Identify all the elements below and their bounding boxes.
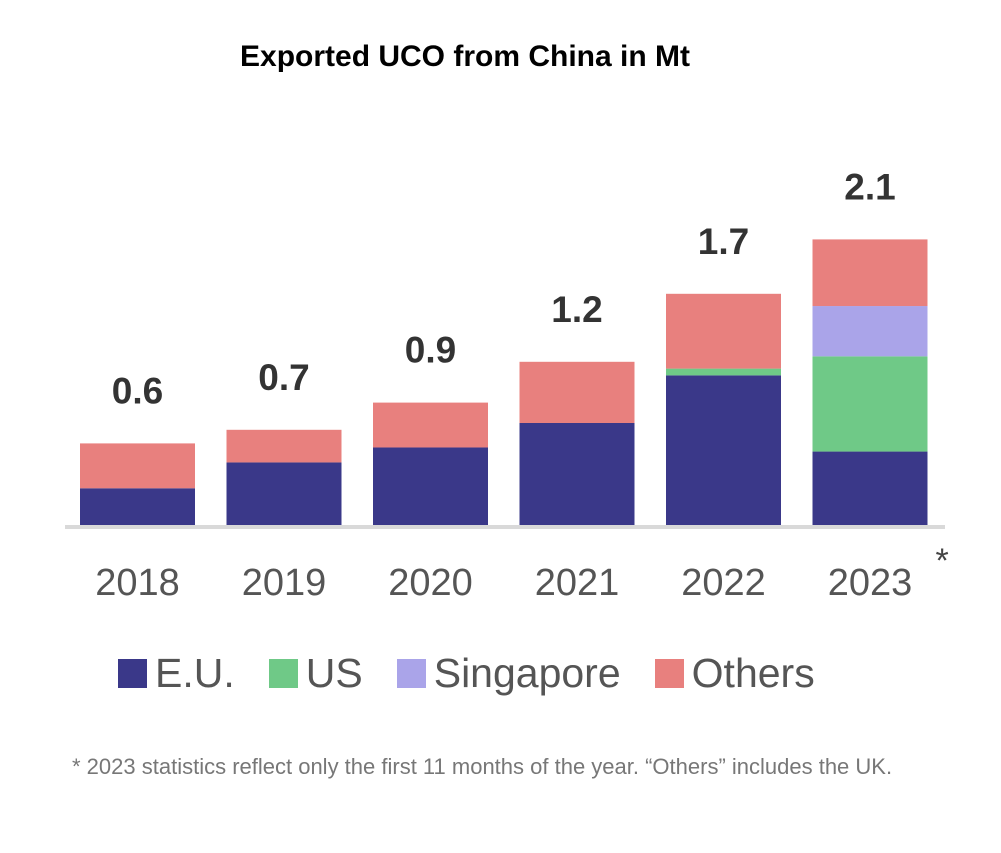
bar-segment-others-2018 xyxy=(80,443,195,489)
bar-segment-others-2020 xyxy=(373,402,488,448)
bar-segment-us-2023 xyxy=(812,356,928,452)
labels-layer: 0.6 2018 0.7 2019 0.9 2020 1.2 2021 1.7 2022 2.1 20… xyxy=(95,166,949,604)
legend: E.U. US Singapore Others xyxy=(118,650,849,697)
legend-item-others: Others xyxy=(654,650,815,697)
total-label-2023: 2.1 xyxy=(844,166,895,207)
bar-segment-e-u-2023 xyxy=(812,451,928,525)
bar-segment-singapore-2023 xyxy=(812,306,928,357)
chart-title: Exported UCO from China in Mt xyxy=(240,40,690,73)
bar-segment-others-2019 xyxy=(226,429,342,463)
legend-label-others: Others xyxy=(691,650,815,696)
total-label-2019: 0.7 xyxy=(258,357,309,398)
bar-segment-e-u-2020 xyxy=(373,447,488,525)
bar-segment-e-u-2019 xyxy=(226,462,342,525)
bar-segment-others-2023 xyxy=(812,239,928,307)
legend-item-singapore: Singapore xyxy=(396,650,621,697)
legend-swatch-us xyxy=(268,659,298,688)
total-label-2022: 1.7 xyxy=(698,221,749,262)
legend-label-eu: E.U. xyxy=(155,650,235,696)
legend-swatch-eu xyxy=(118,659,147,688)
bar-segment-us-2022 xyxy=(666,368,781,376)
bars-layer xyxy=(80,239,928,525)
legend-label-us: US xyxy=(305,650,363,696)
bar-segment-e-u-2018 xyxy=(80,488,195,525)
x-tick-label-2023: 2023 xyxy=(828,562,913,604)
legend-swatch-others xyxy=(654,659,684,688)
x-tick-label-2022: 2022 xyxy=(681,562,766,604)
x-tick-label-2019: 2019 xyxy=(242,562,327,604)
bar-segment-others-2021 xyxy=(519,361,635,423)
bar-chart: 0.6 2018 0.7 2019 0.9 2020 1.2 2021 1.7 2022 2.1 20… xyxy=(65,166,949,604)
total-label-2021: 1.2 xyxy=(551,289,602,330)
footnote: * 2023 statistics reflect only the first… xyxy=(72,754,893,779)
x-tick-note-2023: * xyxy=(936,542,949,580)
legend-item-eu: E.U. xyxy=(118,650,235,697)
x-tick-label-2021: 2021 xyxy=(535,562,620,604)
legend-label-singapore: Singapore xyxy=(433,650,621,696)
bar-segment-others-2022 xyxy=(666,293,781,369)
legend-swatch-singapore xyxy=(396,659,426,688)
x-tick-label-2018: 2018 xyxy=(95,562,180,604)
total-label-2018: 0.6 xyxy=(112,370,163,411)
legend-item-us: US xyxy=(268,650,363,697)
bar-segment-e-u-2022 xyxy=(666,375,781,525)
total-label-2020: 0.9 xyxy=(405,330,456,371)
x-tick-label-2020: 2020 xyxy=(388,562,473,604)
bar-segment-e-u-2021 xyxy=(519,423,635,525)
